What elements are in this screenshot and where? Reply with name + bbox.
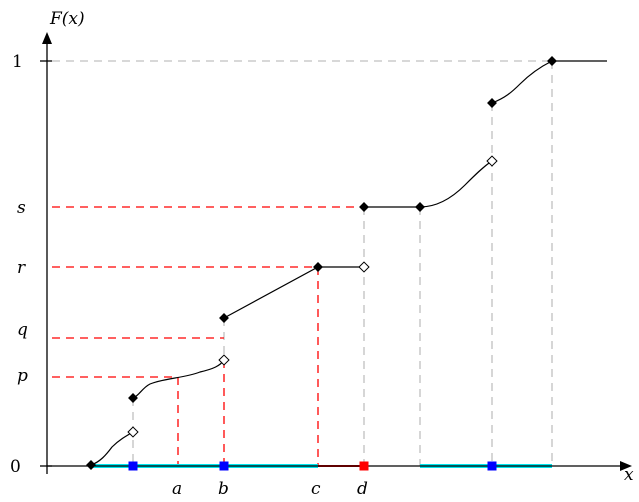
curve-segment-1 bbox=[90, 431, 134, 466]
highlight-point-marker bbox=[359, 461, 369, 471]
cdf-curve bbox=[90, 60, 607, 466]
axes bbox=[40, 44, 620, 474]
y-tick-label-zero: 0 bbox=[10, 457, 21, 477]
filled-point bbox=[487, 98, 497, 108]
open-point bbox=[486, 155, 498, 167]
curve-segment-2 bbox=[132, 359, 225, 399]
y-axis-label: F(x) bbox=[49, 9, 85, 29]
y-axis-arrow-icon bbox=[42, 32, 52, 44]
curve-segment-5 bbox=[491, 60, 607, 104]
filled-point bbox=[86, 460, 96, 470]
y-tick-label-p: p bbox=[17, 366, 28, 386]
x-tick-label-b: b bbox=[218, 479, 229, 497]
y-tick-label-one: 1 bbox=[12, 52, 23, 72]
red-projection-lines bbox=[52, 206, 364, 466]
filled-point bbox=[415, 202, 425, 212]
open-curve-points bbox=[127, 155, 498, 438]
filled-point bbox=[547, 56, 557, 66]
axis-points bbox=[128, 461, 497, 471]
y-tick-label-q: q bbox=[17, 320, 28, 340]
y-tick-label-s: s bbox=[17, 198, 26, 218]
gray-guide-lines bbox=[52, 60, 553, 466]
jump-point-marker bbox=[128, 461, 138, 471]
x-tick-label-c: c bbox=[311, 479, 321, 497]
jump-point-marker bbox=[219, 461, 229, 471]
curve-segment-4 bbox=[364, 160, 493, 208]
x-tick-label-d: d bbox=[357, 479, 368, 497]
filled-point bbox=[359, 202, 369, 212]
y-tick-label-r: r bbox=[17, 258, 26, 278]
filled-point bbox=[219, 313, 229, 323]
filled-point bbox=[128, 393, 138, 403]
curve-segment-3 bbox=[223, 266, 364, 319]
open-point bbox=[358, 261, 370, 273]
filled-point bbox=[313, 262, 323, 272]
jump-point-marker bbox=[487, 461, 497, 471]
x-axis-arrow-icon bbox=[620, 461, 632, 471]
x-tick-label-a: a bbox=[172, 479, 182, 497]
filled-curve-points bbox=[86, 56, 557, 470]
x-axis-label: x bbox=[624, 465, 634, 485]
open-point bbox=[127, 426, 139, 438]
open-point bbox=[218, 354, 230, 366]
